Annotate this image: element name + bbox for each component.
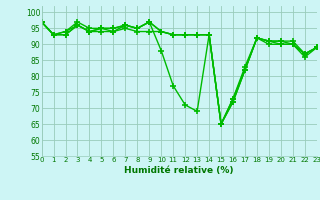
X-axis label: Humidité relative (%): Humidité relative (%)	[124, 166, 234, 175]
